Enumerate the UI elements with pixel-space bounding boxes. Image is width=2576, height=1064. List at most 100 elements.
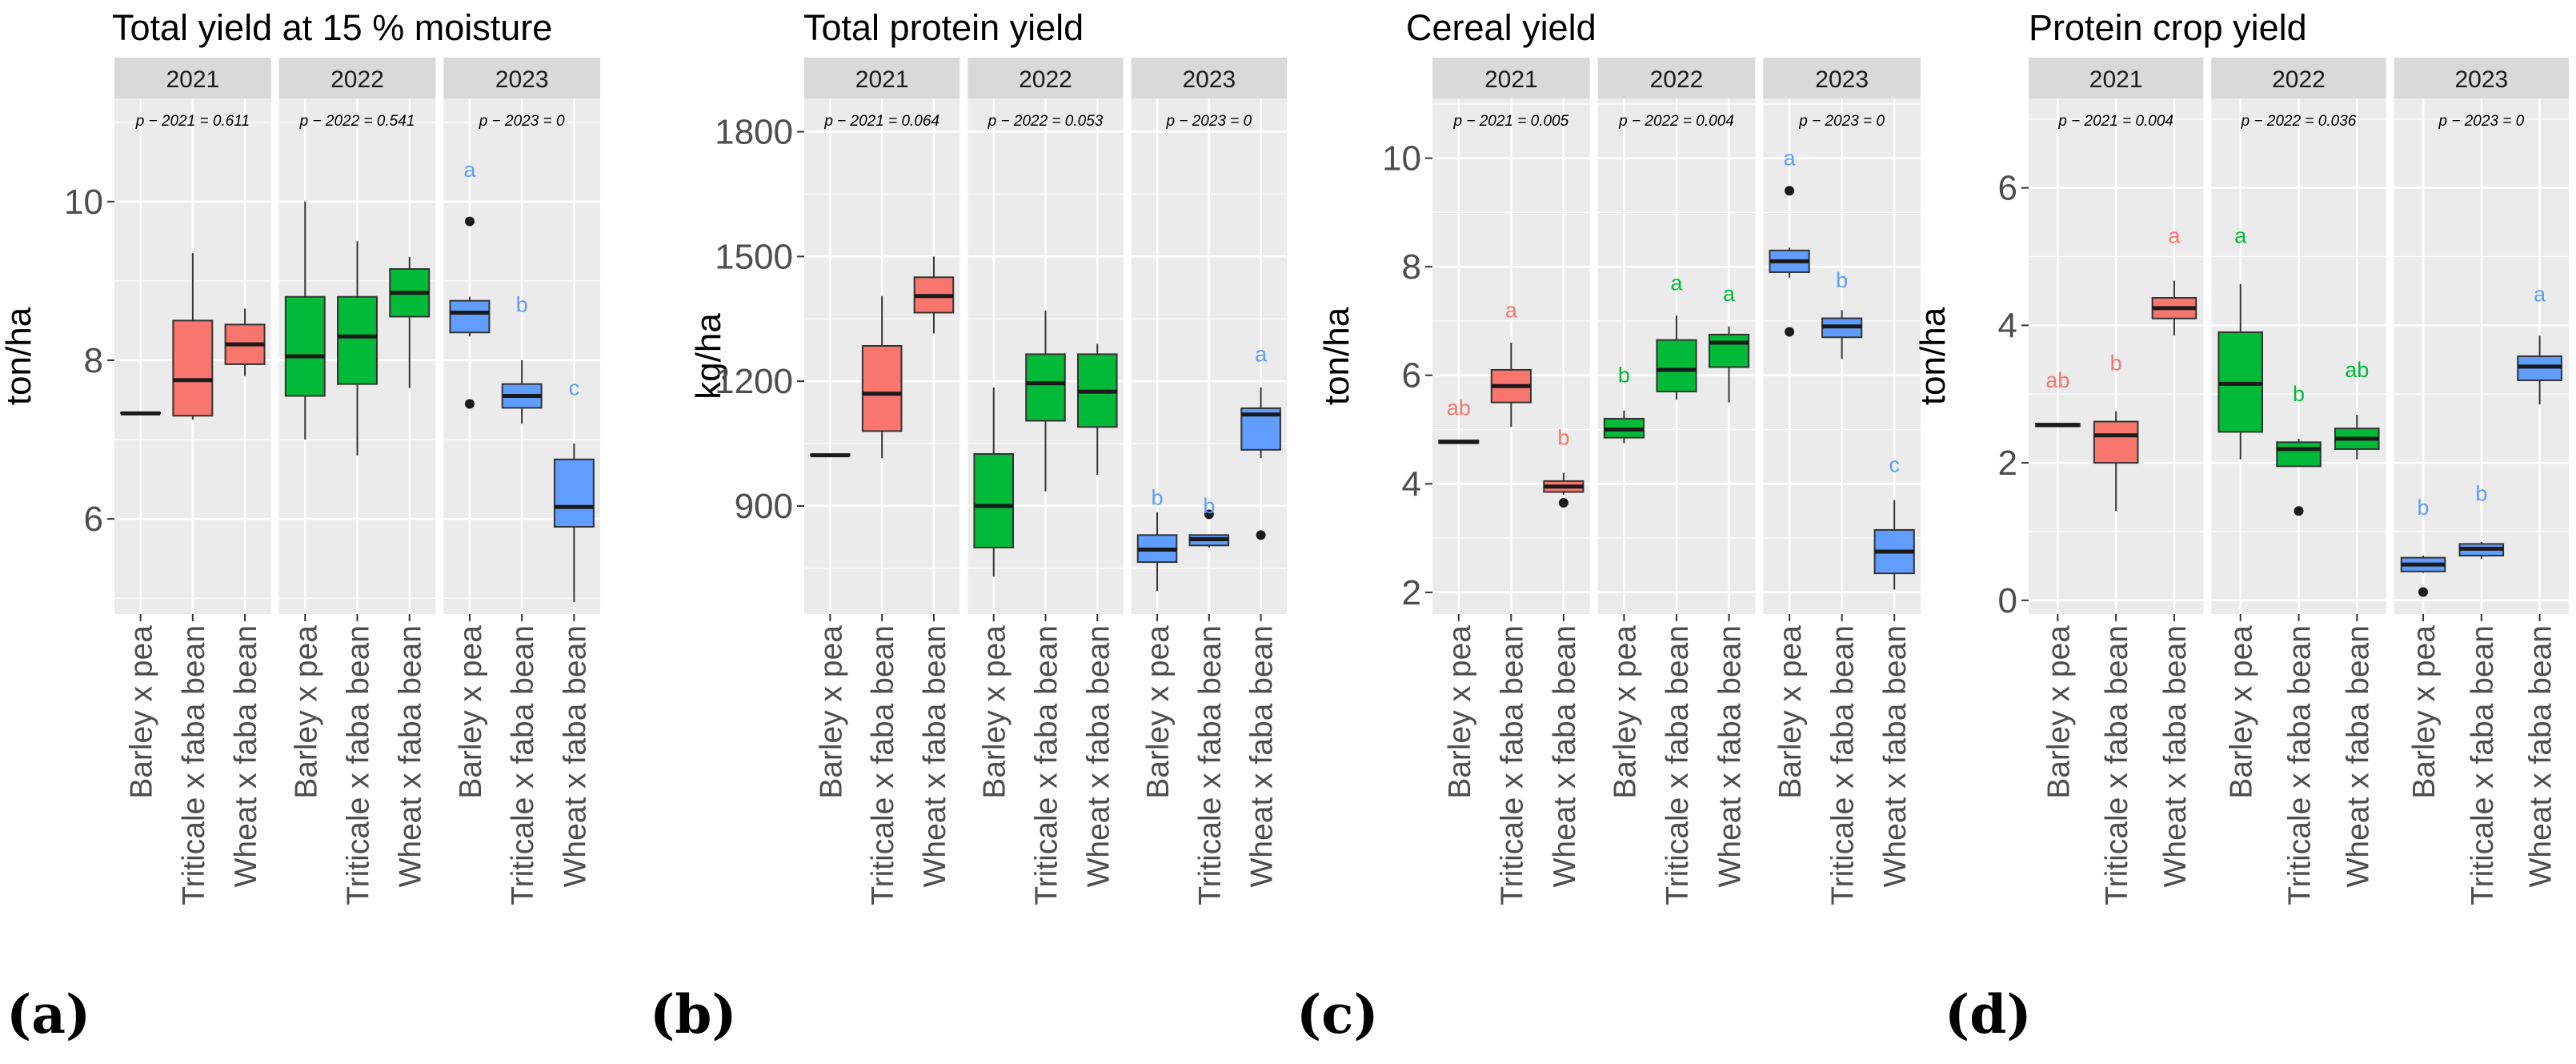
x-tick-label: Triticale x faba bean [2100,625,2134,905]
chart-title: Cereal yield [1406,7,1596,48]
significance-letter: b [2110,351,2122,375]
significance-letter: c [569,376,580,400]
chart-a: Total yield at 15 % moisture (a) ton/ha 6 8 1… [0,7,600,1046]
p-value-label: p − 2022 = 0.036 [2241,113,2357,130]
x-tick-label: Triticale x faba bean [2466,625,2500,905]
chart-c: Cereal yield (c) ton/ha 2 4 6 8 10 2021 p − 2021 … [1296,7,1921,1046]
x-tick-label: Barley x pea [1608,625,1642,799]
facet-2021: 2021 p − 2021 = 0.064 Barley x pea Tritical… [804,58,960,905]
box-body [172,319,214,417]
outlier-point [1785,186,1795,196]
box-triticale-x-faba-bean: b Triticale x faba bean [2276,382,2322,905]
x-tick-label: Wheat x faba bean [918,625,952,887]
outlier-point [1204,509,1214,520]
p-value-label: p − 2023 = 0 [1165,113,1252,130]
x-tick-label: Triticale x faba bean [506,625,540,905]
panel-label: (a) [6,983,90,1046]
facet-strip [278,58,436,98]
x-tick-label: Barley x pea [454,625,488,799]
x-tick-label: Wheat x faba bean [558,625,592,887]
facet-strip-label: 2022 [331,66,384,93]
box-barley-x-pea: b Barley x pea [1136,486,1178,799]
facet-strip-label: 2023 [1182,66,1236,93]
p-value-label: p − 2021 = 0.064 [823,113,939,130]
box-barley-x-pea: ab Barley x pea [2035,368,2081,799]
significance-letter: b [1836,268,1848,292]
box-barley-x-pea: b Barley x pea [2400,496,2446,799]
facet-strip-label: 2023 [2454,66,2508,93]
x-tick-label: Barley x pea [1443,625,1477,799]
p-value-label: p − 2023 = 0 [2438,113,2524,130]
facet-strip [2211,58,2386,98]
box-triticale-x-faba-bean: b Triticale x faba bean [1821,268,1863,905]
y-tick-label: 2 [1998,444,2017,483]
significance-letter: a [1255,342,1268,366]
y-tick-label: 1800 [715,113,793,152]
x-tick-label: Wheat x faba bean [1548,625,1582,887]
box-wheat-x-faba-bean: c Wheat x faba bean [553,376,595,887]
facet-strip [2029,58,2204,98]
box-barley-x-pea: a Barley x pea [449,158,491,799]
facet-strip-label: 2021 [1484,66,1538,93]
box-barley-x-pea: a Barley x pea [1769,147,1810,799]
outlier-point [1558,498,1568,508]
y-axis-label: ton/ha [0,307,38,405]
box-triticale-x-faba-bean: b Triticale x faba bean [2093,351,2139,905]
x-tick-label: Triticale x faba bean [1826,625,1861,905]
box-triticale-x-faba-bean: Triticale x faba bean [172,253,214,905]
y-tick-label: 8 [1402,247,1421,287]
box-triticale-x-faba-bean: a Triticale x faba bean [1490,298,1532,905]
y-tick-label: 4 [1998,306,2017,345]
box-barley-x-pea: Barley x pea [973,387,1015,799]
box-barley-x-pea: ab Barley x pea [1438,395,1480,799]
box-wheat-x-faba-bean: Wheat x faba bean [389,257,431,887]
box-triticale-x-faba-bean: b Triticale x faba bean [2458,482,2505,905]
box-wheat-x-faba-bean: a Wheat x faba bean [2517,283,2562,887]
panel-label: (c) [1296,983,1379,1046]
y-tick-label: 6 [84,500,103,539]
x-tick-label: Triticale x faba bean [1193,625,1228,905]
box-wheat-x-faba-bean: a Wheat x faba bean [1708,282,1750,887]
box-body [2093,420,2139,464]
x-tick-label: Barley x pea [814,625,848,799]
facet-strip [1432,58,1590,98]
box-triticale-x-faba-bean: Triticale x faba bean [1025,310,1066,905]
chart-title: Total yield at 15 % moisture [112,7,552,48]
box-body [973,453,1015,548]
y-axis-label: ton/ha [1913,307,1953,405]
facet-2023: 2023 p − 2023 = 0 b Barley x pea b Triticale … [1131,58,1287,905]
y-tick-label: 1200 [715,362,793,401]
significance-letter: a [2168,224,2181,248]
box-wheat-x-faba-bean: a Wheat x faba bean [1240,342,1281,887]
y-tick-label: 1500 [715,237,793,276]
significance-letter: a [1670,271,1683,295]
box-triticale-x-faba-bean: b Triticale x faba bean [1188,494,1230,905]
significance-letter: b [516,293,528,317]
box-triticale-x-faba-bean: Triticale x faba bean [337,241,378,905]
facet-strip-label: 2021 [855,66,909,93]
box-body [1025,353,1066,422]
y-tick-label: 6 [1998,169,2017,208]
x-tick-label: Wheat x faba bean [1081,625,1116,887]
box-wheat-x-faba-bean: Wheat x faba bean [1076,343,1118,887]
facet-strip [968,58,1124,98]
p-value-label: p − 2022 = 0.004 [1618,113,1734,130]
significance-letter: a [1723,282,1736,306]
y-axis-label: kg/ha [689,313,728,400]
p-value-label: p − 2023 = 0 [1798,113,1885,130]
box-body [553,458,595,528]
x-tick-label: Barley x pea [1773,625,1808,799]
y-axis-label: ton/ha [1317,307,1356,405]
facet-strip-label: 2022 [1019,66,1072,93]
facet-strip [1131,58,1287,98]
box-body [2276,441,2322,468]
box-body [1656,339,1697,393]
x-tick-label: Triticale x faba bean [2283,625,2318,905]
p-value-label: p − 2021 = 0.004 [2057,113,2173,130]
box-wheat-x-faba-bean: ab Wheat x faba bean [2334,358,2380,887]
facet-2021: 2021 p − 2021 = 0.004 ab Barley x pea b Triti… [2029,58,2204,905]
facet-strip [804,58,960,98]
p-value-label: p − 2022 = 0.053 [988,113,1104,130]
significance-letter: b [1203,494,1215,518]
